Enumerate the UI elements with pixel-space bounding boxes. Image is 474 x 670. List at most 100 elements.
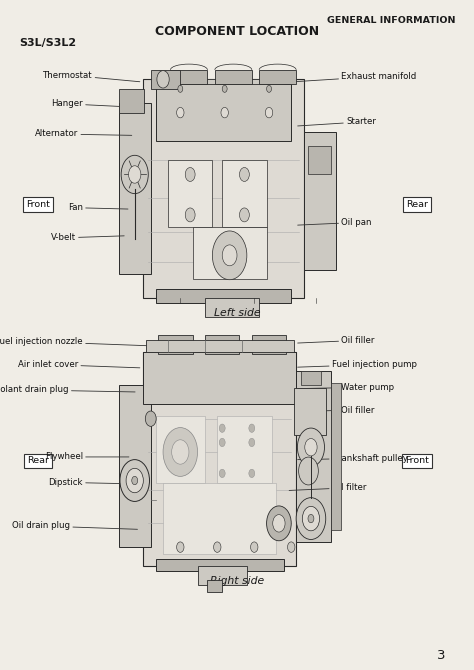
Circle shape (221, 107, 228, 118)
Text: Hanger: Hanger (51, 99, 135, 109)
Text: Oil drain plug: Oil drain plug (12, 521, 137, 531)
Bar (192, 226, 266, 279)
Circle shape (249, 424, 255, 432)
Circle shape (249, 469, 255, 478)
Text: GENERAL INFORMATION: GENERAL INFORMATION (327, 16, 455, 25)
Text: V-belt: V-belt (51, 233, 124, 243)
Text: Fan: Fan (68, 203, 128, 212)
Circle shape (132, 476, 137, 484)
Text: Thermostat: Thermostat (43, 70, 140, 82)
Text: Exhaust manifold: Exhaust manifold (294, 72, 417, 82)
Bar (155, 84, 291, 141)
Circle shape (219, 469, 225, 478)
Bar (155, 416, 205, 483)
Circle shape (157, 70, 169, 88)
Bar (118, 103, 151, 275)
Bar (118, 89, 144, 113)
Circle shape (212, 231, 247, 280)
Circle shape (273, 515, 285, 532)
Bar (303, 131, 336, 269)
Text: Fuel injection nozzle: Fuel injection nozzle (0, 337, 148, 346)
Text: Front: Front (405, 456, 429, 466)
Text: Rear: Rear (27, 456, 49, 466)
Circle shape (177, 107, 184, 118)
Circle shape (177, 542, 184, 552)
Circle shape (305, 438, 317, 456)
Bar (143, 352, 296, 405)
Bar (171, 70, 208, 84)
Bar (294, 388, 326, 436)
Bar (222, 160, 266, 226)
Circle shape (302, 507, 319, 531)
Bar (163, 79, 284, 84)
Circle shape (121, 155, 148, 194)
Bar (155, 289, 291, 303)
Circle shape (146, 411, 156, 426)
Bar (143, 352, 296, 566)
Bar (155, 559, 284, 571)
Circle shape (297, 428, 325, 466)
Bar (168, 160, 212, 226)
Text: Oil filler: Oil filler (298, 336, 374, 345)
Bar (143, 79, 303, 298)
Circle shape (120, 460, 149, 501)
Circle shape (249, 438, 255, 447)
Bar (118, 385, 151, 547)
Bar (208, 580, 222, 592)
Text: 3: 3 (437, 649, 445, 662)
Circle shape (163, 427, 198, 476)
Circle shape (266, 506, 291, 541)
Text: Crankshaft pulley: Crankshaft pulley (298, 454, 408, 463)
Circle shape (185, 208, 195, 222)
Text: Coolant drain plug: Coolant drain plug (0, 385, 135, 395)
Circle shape (222, 245, 237, 266)
Bar (205, 336, 239, 354)
Text: Fuel injection pump: Fuel injection pump (298, 360, 417, 369)
Circle shape (288, 542, 295, 552)
Circle shape (178, 85, 183, 92)
Text: Alternator: Alternator (35, 129, 132, 139)
Text: Oil filler: Oil filler (298, 405, 374, 415)
Circle shape (128, 165, 141, 183)
Circle shape (251, 542, 258, 552)
Circle shape (214, 542, 221, 552)
Text: Oil filter: Oil filter (289, 483, 366, 492)
Text: Left side: Left side (214, 308, 260, 318)
Text: S3L/S3L2: S3L/S3L2 (19, 38, 76, 48)
Circle shape (308, 515, 314, 523)
Bar (198, 566, 247, 585)
Text: Starter: Starter (298, 117, 376, 127)
Bar (301, 371, 321, 385)
Text: Water pump: Water pump (298, 383, 394, 392)
Circle shape (299, 457, 319, 485)
Circle shape (185, 168, 195, 182)
Text: COMPONENT LOCATION: COMPONENT LOCATION (155, 25, 319, 38)
Circle shape (239, 208, 249, 222)
Text: Oil pan: Oil pan (298, 218, 372, 227)
Bar (205, 298, 259, 317)
Circle shape (296, 498, 326, 539)
Text: Right side: Right side (210, 576, 264, 586)
Bar (259, 70, 296, 84)
Bar (146, 340, 294, 352)
Circle shape (239, 168, 249, 182)
Text: Dipstick: Dipstick (48, 478, 129, 487)
Text: Rear: Rear (406, 200, 428, 209)
Circle shape (222, 85, 227, 92)
Bar (309, 146, 331, 174)
Circle shape (266, 85, 272, 92)
Text: Air inlet cover: Air inlet cover (18, 360, 140, 369)
Circle shape (172, 440, 189, 464)
Circle shape (265, 107, 273, 118)
Circle shape (219, 438, 225, 447)
Text: Flywheel: Flywheel (45, 452, 129, 462)
Bar (163, 483, 276, 554)
Circle shape (219, 424, 225, 432)
Bar (158, 336, 192, 354)
Bar (296, 371, 331, 543)
Bar (331, 383, 340, 531)
Text: Front: Front (26, 200, 50, 209)
Bar (151, 70, 180, 89)
Circle shape (126, 468, 143, 492)
Bar (215, 70, 252, 84)
